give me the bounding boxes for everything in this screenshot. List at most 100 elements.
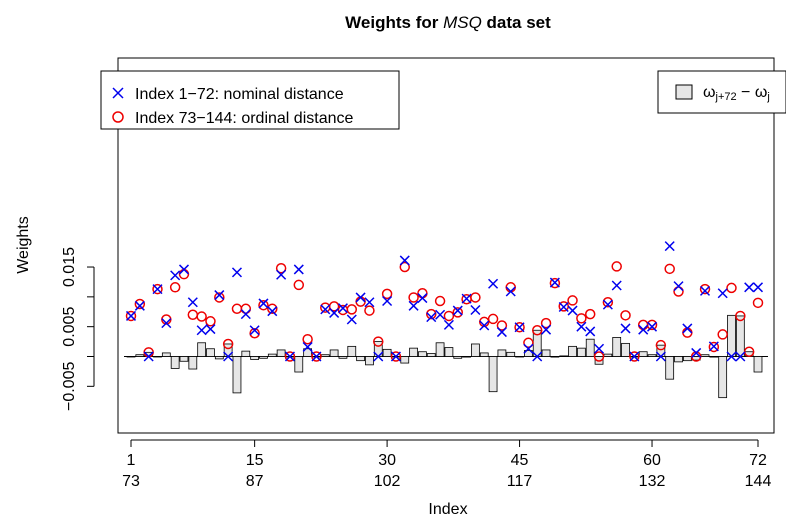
diff-bar <box>329 349 339 357</box>
nominal-point <box>567 305 578 316</box>
diff-bar <box>453 356 463 359</box>
diff-bar <box>135 354 145 357</box>
ordinal-point <box>629 351 640 362</box>
diff-bar <box>153 356 162 358</box>
ordinal-point <box>222 338 234 350</box>
nominal-point <box>682 323 693 334</box>
diff-bar <box>418 351 427 357</box>
diff-bar <box>214 356 224 360</box>
nominal-point <box>470 304 481 316</box>
nominal-point <box>337 303 348 314</box>
ordinal-point <box>699 283 711 295</box>
diff-bar <box>126 356 136 358</box>
nominal-point <box>205 324 216 335</box>
nominal-point <box>399 255 410 266</box>
nominal-point <box>196 325 207 336</box>
diff-bar <box>276 349 286 357</box>
ordinal-point <box>434 295 446 307</box>
ordinal-point <box>717 329 728 340</box>
diff-bar <box>727 314 736 357</box>
nominal-point <box>744 282 755 293</box>
nominal-point <box>735 351 746 362</box>
diff-bar <box>294 356 304 373</box>
x-axis-label: Index <box>428 501 467 518</box>
nominal-point <box>258 298 269 309</box>
ordinal-point <box>576 313 587 324</box>
diff-bar <box>250 356 260 360</box>
y-tick-label: −0.005 <box>61 362 78 411</box>
nominal-point <box>496 327 507 338</box>
diff-bar <box>179 356 189 362</box>
diff-bar <box>665 356 675 380</box>
ordinal-point <box>602 296 614 308</box>
diff-bar <box>462 356 471 358</box>
ordinal-point <box>540 317 552 329</box>
diff-bar <box>197 342 207 357</box>
ordinal-point <box>735 310 746 322</box>
ordinal-point <box>152 283 163 295</box>
x-tick-label-secondary: 87 <box>246 473 264 490</box>
diff-bar <box>682 356 692 362</box>
nominal-point <box>558 301 569 313</box>
x-tick-label: 60 <box>643 452 661 469</box>
ordinal-point <box>523 337 534 349</box>
legend-nominal-label: Index 1−72: nominal distance <box>135 86 344 103</box>
legend-ordinal-label: Index 73−144: ordinal distance <box>135 110 353 127</box>
nominal-point <box>576 321 587 332</box>
nominal-point <box>488 278 499 289</box>
diff-bar <box>161 352 171 357</box>
ordinal-point <box>514 322 525 333</box>
ordinal-point <box>549 277 561 289</box>
diff-bar <box>700 354 710 357</box>
y-tick-label: 0.005 <box>61 307 78 347</box>
diff-bar <box>541 349 551 357</box>
x-tick-label-secondary: 73 <box>122 473 140 490</box>
diff-bar <box>206 348 215 357</box>
nominal-point <box>302 341 313 352</box>
ordinal-point <box>187 309 199 320</box>
nominal-point <box>293 264 304 275</box>
nominal-point <box>231 267 243 278</box>
ordinal-point <box>470 292 481 303</box>
ordinal-point <box>214 292 225 303</box>
diff-bar <box>479 352 489 357</box>
ordinal-point <box>302 333 313 345</box>
x-tick-label-secondary: 102 <box>374 473 401 490</box>
ordinal-point <box>231 303 243 315</box>
legend-points: Index 1−72: nominal distance Index 73−14… <box>100 70 400 130</box>
nominal-point <box>726 351 737 362</box>
plot-frame <box>117 57 775 434</box>
nominal-point <box>638 324 649 335</box>
ordinal-point <box>743 346 755 357</box>
diff-bar <box>232 356 242 394</box>
diff-bar <box>621 342 630 357</box>
ordinal-point <box>311 351 322 362</box>
nominal-point <box>390 351 401 362</box>
ordinal-point <box>593 351 605 362</box>
ordinal-point <box>487 313 499 325</box>
ordinal-point <box>531 325 543 336</box>
nominal-point <box>699 285 711 296</box>
x-tick-label: 1 <box>127 452 136 469</box>
nominal-point <box>673 281 684 292</box>
nominal-point <box>717 288 728 299</box>
nominal-point <box>629 351 640 362</box>
diff-bar <box>471 343 480 357</box>
ordinal-point <box>567 295 578 306</box>
nominal-point <box>143 351 154 362</box>
nominal-point <box>267 306 278 317</box>
nominal-point <box>435 309 446 320</box>
nominal-point <box>443 319 454 330</box>
diff-bar <box>259 356 268 359</box>
diff-bar <box>515 356 524 358</box>
diff-bar <box>612 337 622 357</box>
nominal-point <box>452 305 463 316</box>
ordinal-point <box>293 279 305 291</box>
ordinal-point <box>443 310 455 322</box>
nominal-point <box>355 292 366 303</box>
ordinal-point <box>726 282 737 294</box>
diff-bar <box>267 353 277 357</box>
nominal-point <box>373 351 384 362</box>
nominal-point <box>329 307 340 318</box>
ordinal-point <box>620 310 631 321</box>
